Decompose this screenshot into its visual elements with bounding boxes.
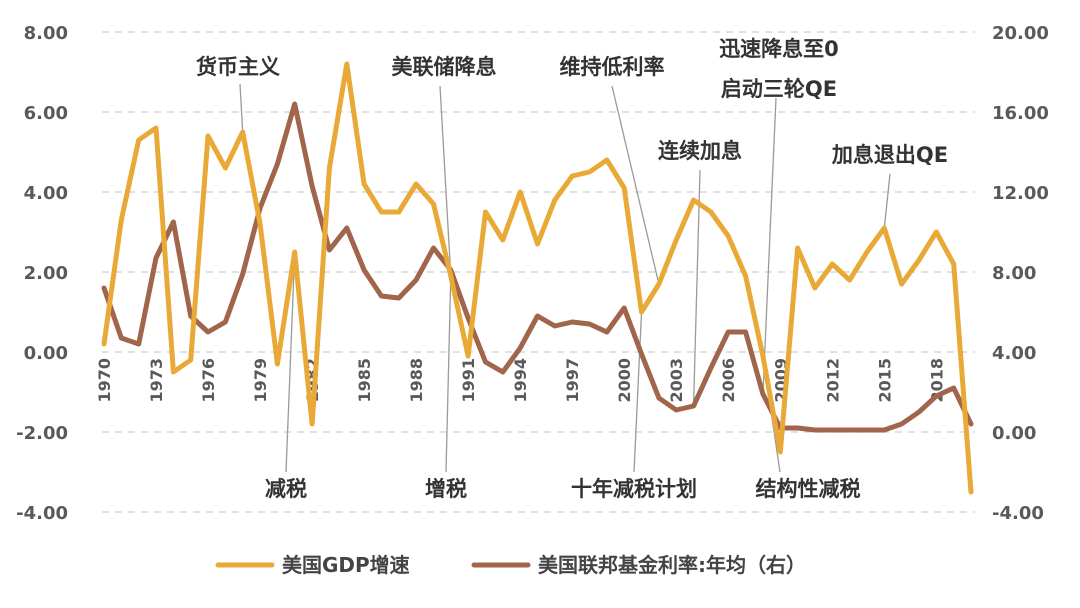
annotation-leader	[692, 169, 701, 407]
annotation-label: 启动三轮QE	[721, 77, 837, 101]
y-tick-label: 0.00	[24, 343, 68, 364]
fed-rate-line	[101, 101, 974, 433]
x-tick-label: 1985	[355, 358, 374, 403]
gridlines	[102, 31, 975, 513]
series-lines	[101, 61, 974, 495]
y-tick-label: 4.00	[24, 183, 68, 204]
annotation-label: 货币主义	[196, 55, 280, 79]
y2-tick-label: 4.00	[992, 343, 1036, 364]
y-tick-label: 6.00	[24, 103, 68, 124]
annotation-leader	[633, 311, 643, 473]
y-axis-right-ticks: -4.00 0.00 4.00 8.00 12.00 16.00 20.00	[992, 23, 1049, 524]
annotation-label: 维持低利率	[560, 55, 665, 79]
y2-tick-label: -4.00	[992, 503, 1044, 524]
x-tick-label: 1973	[147, 358, 166, 403]
annotation-leader	[285, 251, 296, 473]
y-tick-label: 2.00	[24, 263, 68, 284]
annotation-leader	[762, 97, 777, 395]
annotation-label: 十年减税计划	[571, 477, 697, 501]
annotation-leader	[611, 85, 660, 285]
annotation-label: 增税	[425, 477, 467, 501]
y2-tick-label: 0.00	[992, 423, 1036, 444]
x-tick-label: 2015	[875, 358, 894, 403]
legend-label-gdp: 美国GDP增速	[282, 553, 410, 577]
annotations: 货币主义 美联储降息 维持低利率 迅速降息至0 启动三轮QE 连续加息 加息退出QE 减税 增税…	[196, 37, 948, 501]
x-tick-label: 2000	[615, 358, 634, 403]
annotation-leaders	[239, 83, 891, 473]
x-tick-label: 1979	[251, 358, 270, 403]
annotation-leader	[239, 83, 244, 133]
annotation-leader	[883, 173, 891, 229]
y2-tick-label: 16.00	[992, 103, 1049, 124]
annotation-leader	[445, 275, 452, 473]
annotation-label: 减税	[265, 477, 307, 501]
x-tick-label: 1994	[511, 358, 530, 403]
y-tick-label: -2.00	[16, 423, 68, 444]
x-tick-label: 1976	[199, 358, 218, 403]
y-tick-label: 8.00	[24, 23, 68, 44]
y2-tick-label: 12.00	[992, 183, 1049, 204]
x-tick-label: 2012	[823, 358, 842, 403]
annotation-label: 迅速降息至0	[719, 37, 839, 61]
annotation-label: 结构性减税	[756, 477, 861, 501]
annotation-label: 美联储降息	[392, 55, 497, 79]
y-axis-left-ticks: -4.00 -2.00 0.00 2.00 4.00 6.00 8.00	[16, 23, 68, 524]
y2-tick-label: 8.00	[992, 263, 1036, 284]
x-tick-label: 1997	[563, 358, 582, 403]
annotation-leader	[439, 85, 452, 277]
y-tick-label: -4.00	[16, 503, 68, 524]
annotation-label: 连续加息	[658, 139, 742, 163]
x-tick-label: 1988	[407, 358, 426, 403]
x-tick-label: 2006	[719, 358, 738, 403]
x-tick-label: 1970	[95, 358, 114, 403]
x-tick-label: 1991	[459, 358, 478, 403]
x-tick-label: 2003	[667, 358, 686, 403]
annotation-label: 加息退出QE	[831, 143, 948, 167]
legend: 美国GDP增速 美国联邦基金利率:年均（右）	[215, 553, 806, 577]
x-axis-ticks: 1970 1973 1976 1979 1982 1985 1988 1991 1994 1997…	[95, 358, 946, 403]
y2-tick-label: 20.00	[992, 23, 1049, 44]
gdp-growth-line	[101, 61, 974, 495]
legend-label-rate: 美国联邦基金利率:年均（右）	[538, 553, 806, 577]
